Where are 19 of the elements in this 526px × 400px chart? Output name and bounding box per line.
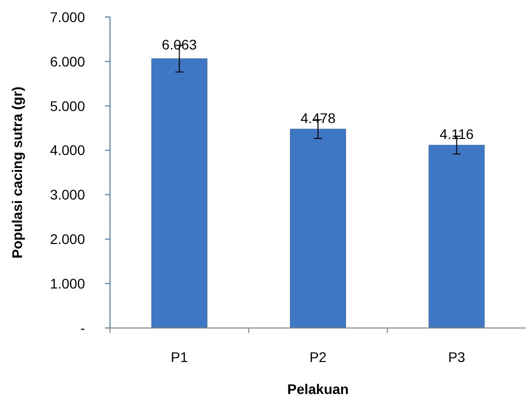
y-tick-label: 2.000 <box>50 231 86 248</box>
x-tick-label: P3 <box>448 349 466 365</box>
y-tick-label: 3.000 <box>50 186 86 203</box>
y-tick-label: - <box>80 320 86 336</box>
x-tick-label: P1 <box>170 349 188 365</box>
y-tick-label: 7.000 <box>50 8 86 25</box>
bar <box>151 58 208 328</box>
bar <box>290 128 346 328</box>
y-axis-title: Populasi cacing sutra (gr) <box>9 86 25 258</box>
y-tick-label: 4.000 <box>50 142 86 158</box>
x-tick-label: P2 <box>309 349 327 365</box>
y-tick-label: 1.000 <box>50 275 86 292</box>
x-axis-title: Pelakuan <box>287 381 349 397</box>
y-tick-label: 6.000 <box>50 53 86 70</box>
data-label: 6.063 <box>162 36 198 52</box>
data-label: 4.116 <box>440 126 474 142</box>
bar <box>428 144 485 328</box>
data-label: 4.478 <box>300 110 336 126</box>
y-tick-label: 5.000 <box>50 98 86 114</box>
